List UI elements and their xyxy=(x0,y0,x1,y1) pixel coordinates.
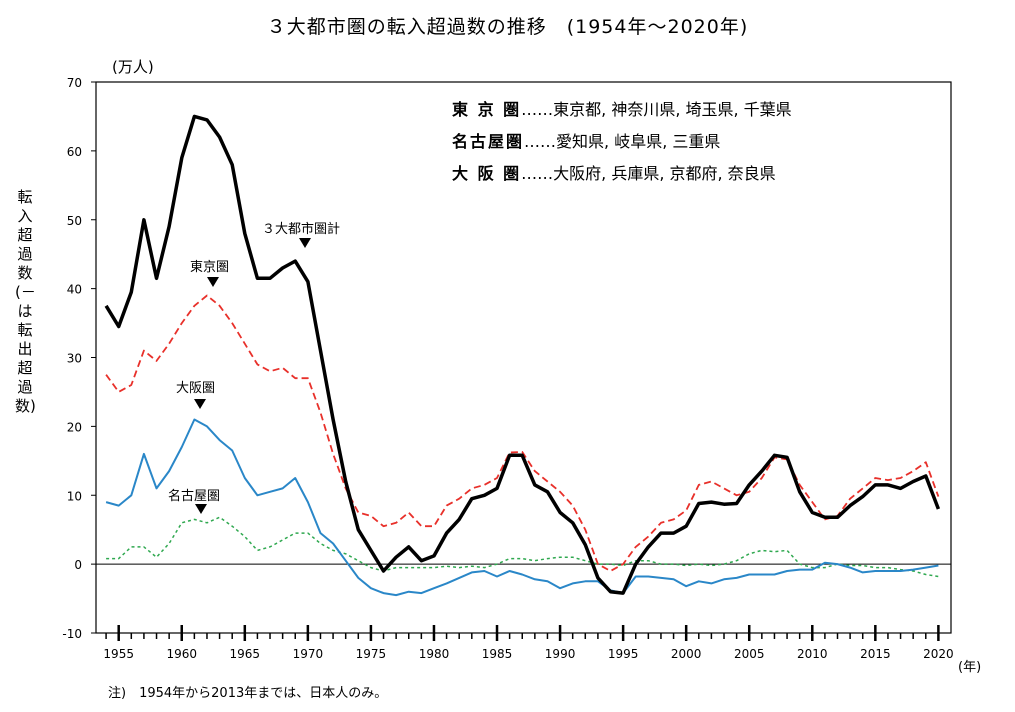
chart-title: ３大都市圏の転入超過数の推移 (1954年～2020年) xyxy=(266,16,749,38)
annotation-markers xyxy=(194,238,311,514)
region-definitions: 東 京 圏……東京都, 神奈川県, 埼玉県, 千葉県 名古屋圏……愛知県, 岐阜… xyxy=(452,94,792,190)
annotation-tokyo: 東京圏 xyxy=(190,260,230,275)
definition-osaka: 大 阪 圏……大阪府, 兵庫県, 京都府, 奈良県 xyxy=(452,164,776,183)
x-tick-label: 2005 xyxy=(734,647,765,661)
footnote: 注) 1954年から2013年までは、日本人のみ。 xyxy=(108,686,388,701)
annotation-osaka: 大阪圏 xyxy=(176,381,216,396)
chart-axes: -10 0 10 20 30 40 50 60 70 1955 1960 1965 1970 1975 19… xyxy=(62,76,953,661)
y-tick-label: 30 xyxy=(67,352,82,366)
x-tick-label: 1965 xyxy=(230,647,261,661)
series-line-osaka xyxy=(105,418,939,597)
x-tick-label: 1980 xyxy=(419,647,450,661)
y-tick-label: 60 xyxy=(67,145,82,159)
chart-lines xyxy=(104,114,941,597)
x-tick-label: 1995 xyxy=(608,647,639,661)
series-line-nagoya xyxy=(106,516,939,578)
x-tick-label: 2015 xyxy=(860,647,891,661)
y-tick-label: 50 xyxy=(67,214,82,228)
annotation-arrow-2 xyxy=(194,399,206,409)
y-tick-label: 20 xyxy=(67,420,82,434)
x-tick-label: 2020 xyxy=(923,647,954,661)
y-unit-label: (万人) xyxy=(112,58,154,76)
y-tick-label: -10 xyxy=(62,627,82,641)
x-tick-label: 2010 xyxy=(797,647,828,661)
series-line-total xyxy=(104,114,941,595)
annotation-arrow-1 xyxy=(207,277,219,287)
y-tick-label: 0 xyxy=(74,558,82,572)
x-unit-label: (年) xyxy=(958,660,982,675)
x-tick-label: 1955 xyxy=(103,647,134,661)
y-axis-label: 転入超過数(－は転出超過数) xyxy=(15,188,36,415)
definition-tokyo: 東 京 圏……東京都, 神奈川県, 埼玉県, 千葉県 xyxy=(452,100,792,119)
x-tick-label: 1985 xyxy=(482,647,513,661)
annotation-nagoya: 名古屋圏 xyxy=(168,489,221,504)
y-tick-label: 70 xyxy=(67,76,82,90)
x-tick-label: 2000 xyxy=(671,647,702,661)
definition-nagoya: 名古屋圏……愛知県, 岐阜県, 三重県 xyxy=(452,132,721,151)
x-tick-label: 1990 xyxy=(545,647,576,661)
series-line-tokyo xyxy=(105,294,940,572)
y-tick-label: 40 xyxy=(67,283,82,297)
x-tick-label: 1960 xyxy=(166,647,197,661)
annotation-arrow-3 xyxy=(195,504,207,514)
x-tick-label: 1970 xyxy=(293,647,324,661)
annotation-total: ３大都市圏計 xyxy=(262,222,341,237)
x-tick-label: 1975 xyxy=(356,647,387,661)
y-tick-label: 10 xyxy=(67,489,82,503)
annotation-arrow-0 xyxy=(299,238,311,248)
